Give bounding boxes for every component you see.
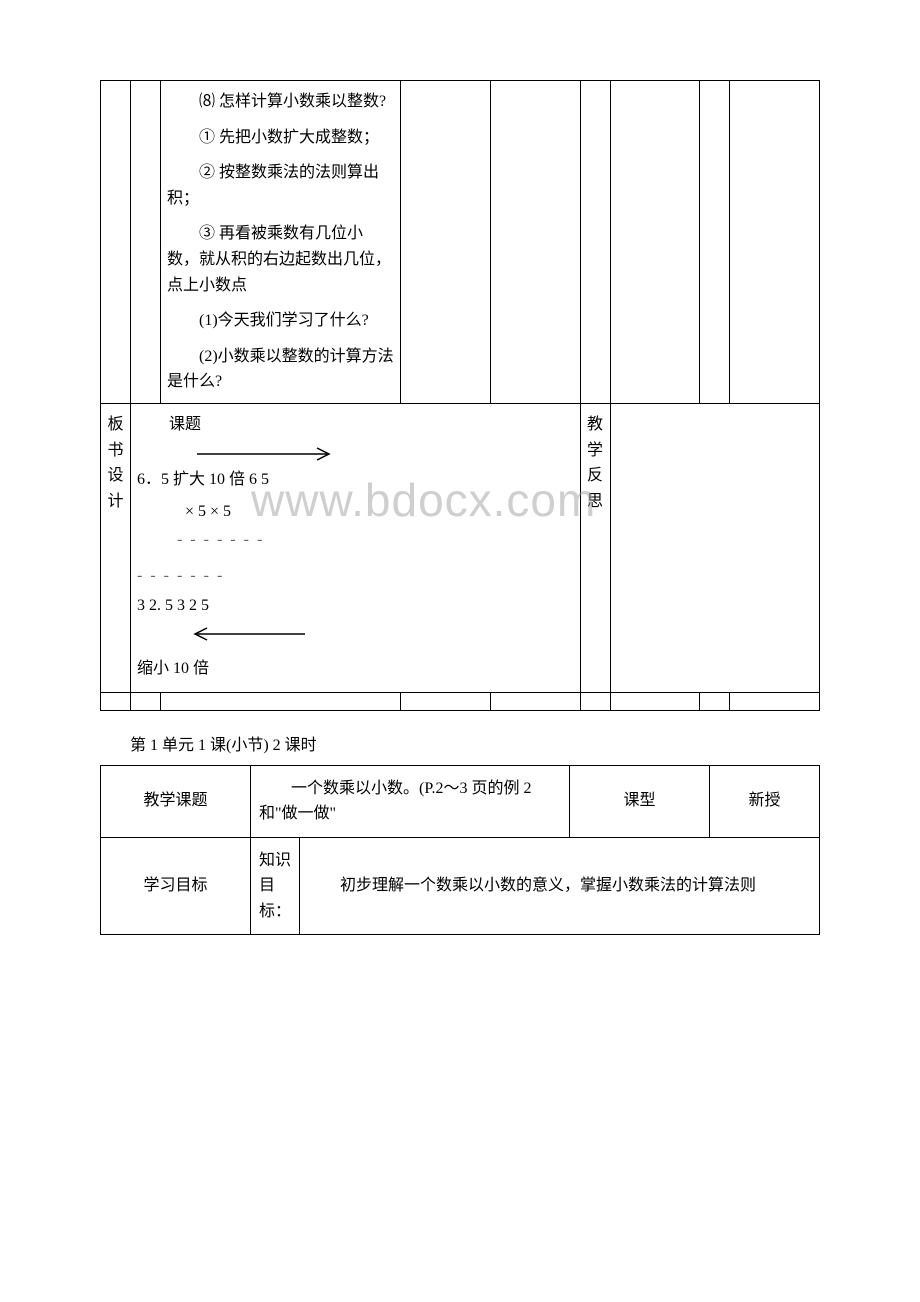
t2-topic-content: 一个数乘以小数。(P.2～3 页的例 2 和"做一做" [251, 765, 570, 837]
e9 [730, 692, 820, 710]
para-1: ⑻ 怎样计算小数乘以整数? [167, 89, 394, 115]
col-6-empty [580, 81, 610, 404]
t2-goal-content: 初步理解一个数乘以小数的意义，掌握小数乘法的计算法则 [300, 837, 820, 935]
board-line-1: 6．5 扩大 10 倍 6 5 [137, 466, 574, 495]
lesson-table-2: 教学课题 一个数乘以小数。(P.2～3 页的例 2 和"做一做" 课型 新授 学… [100, 765, 820, 936]
e1 [101, 692, 131, 710]
col-4-empty [401, 81, 491, 404]
t2-goal-sub: 知识目标： [251, 837, 300, 935]
board-dashes-1: - - - - - - - [177, 527, 574, 553]
para-4: ③ 再看被乘数有几位小数，就从积的右边起数出几位，点上小数点 [167, 221, 394, 298]
col-2-empty [131, 81, 161, 404]
board-row: 板书设计 www.bdocx.com 课题 6．5 扩大 10 倍 6 5 × … [101, 403, 820, 692]
t2-type-value: 新授 [710, 765, 820, 837]
e2 [131, 692, 161, 710]
col-1-empty [101, 81, 131, 404]
arrow-left-icon [187, 625, 574, 651]
e8 [700, 692, 730, 710]
para-5: (1)今天我们学习了什么? [167, 308, 394, 334]
t2-goal-label: 学习目标 [101, 837, 251, 935]
lesson-table-1: ⑻ 怎样计算小数乘以整数? ① 先把小数扩大成整数； ② 按整数乘法的法则算出积… [100, 80, 820, 711]
e4 [401, 692, 491, 710]
arrow-right-icon [197, 446, 574, 462]
board-line-4: 缩小 10 倍 [137, 655, 574, 684]
reflect-empty [610, 403, 820, 692]
content-cell: ⑻ 怎样计算小数乘以整数? ① 先把小数扩大成整数； ② 按整数乘法的法则算出积… [161, 81, 401, 404]
col-9-empty [730, 81, 820, 404]
t2-row-1: 教学课题 一个数乘以小数。(P.2～3 页的例 2 和"做一做" 课型 新授 [101, 765, 820, 837]
board-label-left: 板书设计 [101, 403, 131, 692]
para-6: (2)小数乘以整数的计算方法是什么? [167, 344, 394, 395]
e5 [490, 692, 580, 710]
unit-subtitle: 第 1 单元 1 课(小节) 2 课时 [130, 731, 820, 755]
col-7-empty [610, 81, 700, 404]
board-topic: 课题 [137, 412, 574, 438]
board-design-cell: www.bdocx.com 课题 6．5 扩大 10 倍 6 5 × 5 × 5… [131, 403, 581, 692]
e3 [161, 692, 401, 710]
board-label-right: 教学反思 [580, 403, 610, 692]
t2-row-2: 学习目标 知识目标： 初步理解一个数乘以小数的意义，掌握小数乘法的计算法则 [101, 837, 820, 935]
e7 [610, 692, 700, 710]
content-row: ⑻ 怎样计算小数乘以整数? ① 先把小数扩大成整数； ② 按整数乘法的法则算出积… [101, 81, 820, 404]
e6 [580, 692, 610, 710]
board-line-3: 3 2. 5 3 2 5 [137, 592, 574, 621]
para-3: ② 按整数乘法的法则算出积； [167, 160, 394, 211]
col-8-empty [700, 81, 730, 404]
empty-bottom-row [101, 692, 820, 710]
t2-topic-label: 教学课题 [101, 765, 251, 837]
board-line-2: × 5 × 5 [137, 498, 574, 527]
t2-type-label: 课型 [570, 765, 710, 837]
board-dashes-2: - - - - - - - [137, 563, 574, 589]
col-5-empty [490, 81, 580, 404]
para-2: ① 先把小数扩大成整数； [167, 125, 394, 151]
